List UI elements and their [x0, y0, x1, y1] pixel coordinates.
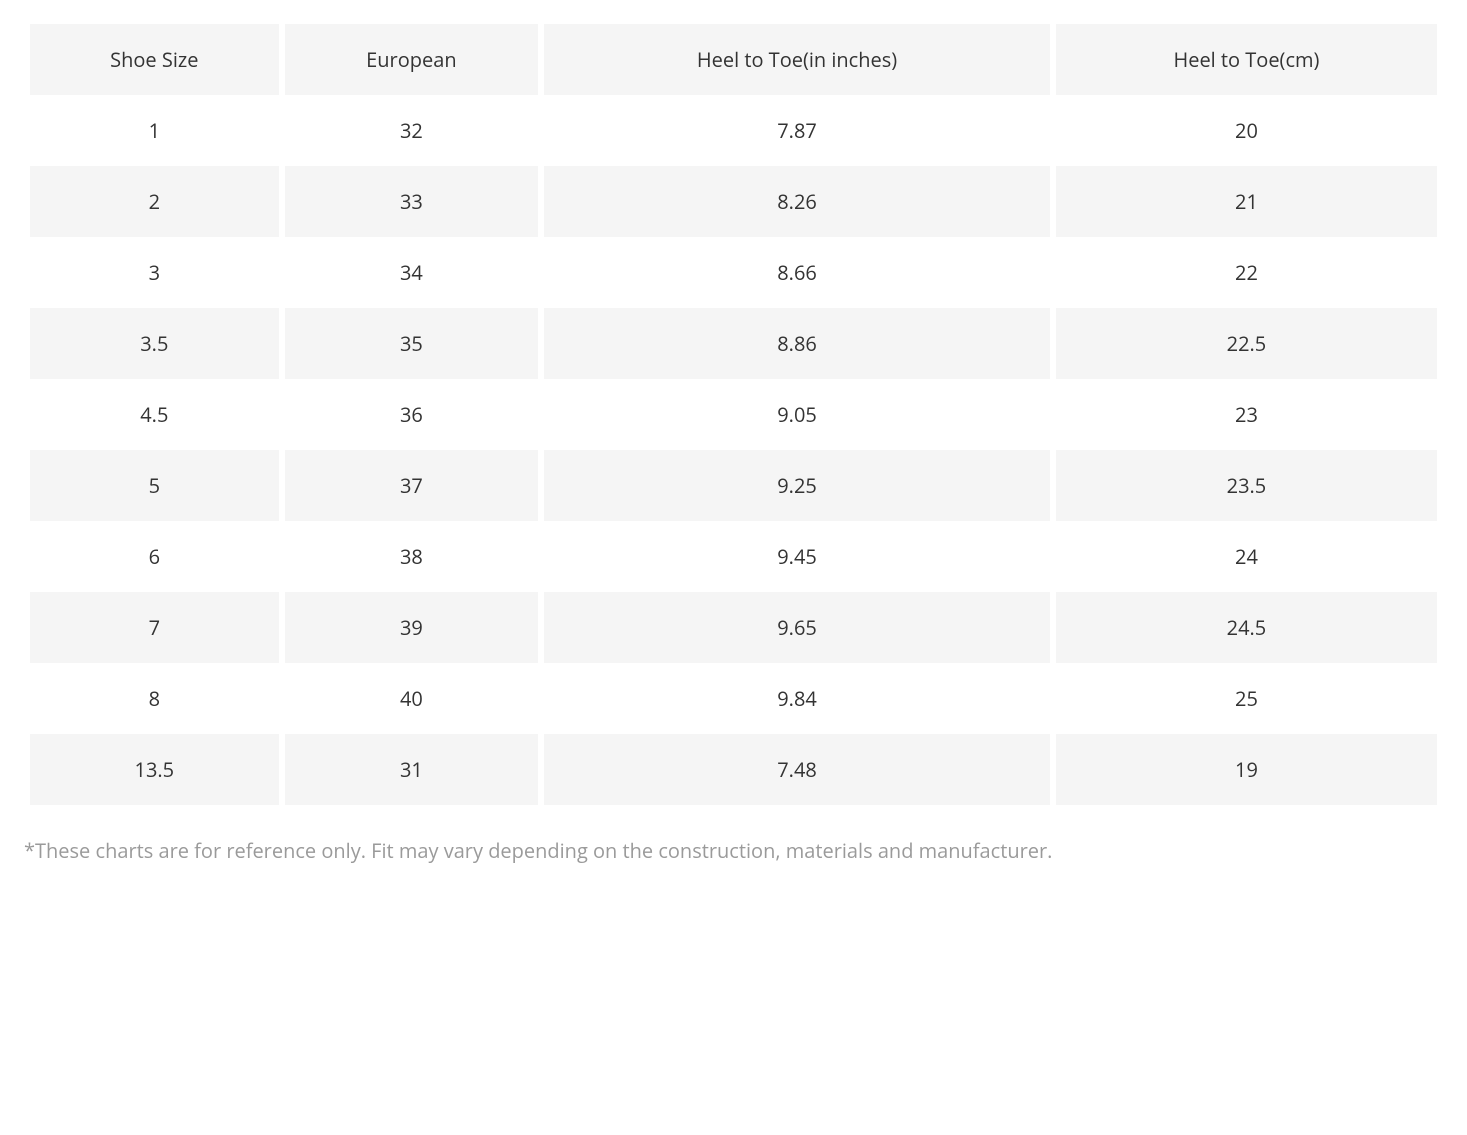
cell: 25 — [1056, 663, 1437, 734]
cell: 24.5 — [1056, 592, 1437, 663]
cell: 37 — [285, 450, 539, 521]
cell: 38 — [285, 521, 539, 592]
table-row: 3.5 35 8.86 22.5 — [30, 308, 1437, 379]
cell: 32 — [285, 95, 539, 166]
cell: 22.5 — [1056, 308, 1437, 379]
cell: 7.48 — [544, 734, 1050, 805]
cell: 33 — [285, 166, 539, 237]
cell: 22 — [1056, 237, 1437, 308]
table-header-row: Shoe Size European Heel to Toe(in inches… — [30, 24, 1437, 95]
size-chart-table: Shoe Size European Heel to Toe(in inches… — [24, 24, 1443, 805]
cell: 9.84 — [544, 663, 1050, 734]
table-row: 3 34 8.66 22 — [30, 237, 1437, 308]
cell: 35 — [285, 308, 539, 379]
cell: 23 — [1056, 379, 1437, 450]
cell: 9.45 — [544, 521, 1050, 592]
cell: 19 — [1056, 734, 1437, 805]
cell: 31 — [285, 734, 539, 805]
cell: 2 — [30, 166, 279, 237]
table-row: 8 40 9.84 25 — [30, 663, 1437, 734]
table-row: 1 32 7.87 20 — [30, 95, 1437, 166]
cell: 39 — [285, 592, 539, 663]
table-row: 2 33 8.26 21 — [30, 166, 1437, 237]
col-header-european: European — [285, 24, 539, 95]
table-row: 7 39 9.65 24.5 — [30, 592, 1437, 663]
cell: 4.5 — [30, 379, 279, 450]
cell: 40 — [285, 663, 539, 734]
cell: 36 — [285, 379, 539, 450]
footnote-text: *These charts are for reference only. Fi… — [24, 837, 1443, 864]
cell: 9.05 — [544, 379, 1050, 450]
cell: 6 — [30, 521, 279, 592]
table-row: 5 37 9.25 23.5 — [30, 450, 1437, 521]
cell: 7 — [30, 592, 279, 663]
cell: 5 — [30, 450, 279, 521]
cell: 1 — [30, 95, 279, 166]
cell: 8.26 — [544, 166, 1050, 237]
cell: 3.5 — [30, 308, 279, 379]
cell: 24 — [1056, 521, 1437, 592]
cell: 21 — [1056, 166, 1437, 237]
table-row: 6 38 9.45 24 — [30, 521, 1437, 592]
col-header-heel-toe-inches: Heel to Toe(in inches) — [544, 24, 1050, 95]
table-header: Shoe Size European Heel to Toe(in inches… — [30, 24, 1437, 95]
col-header-heel-toe-cm: Heel to Toe(cm) — [1056, 24, 1437, 95]
table-body: 1 32 7.87 20 2 33 8.26 21 3 34 8.66 22 3… — [30, 95, 1437, 805]
cell: 8.86 — [544, 308, 1050, 379]
cell: 34 — [285, 237, 539, 308]
cell: 3 — [30, 237, 279, 308]
col-header-shoe-size: Shoe Size — [30, 24, 279, 95]
cell: 23.5 — [1056, 450, 1437, 521]
cell: 8.66 — [544, 237, 1050, 308]
cell: 8 — [30, 663, 279, 734]
cell: 9.25 — [544, 450, 1050, 521]
table-row: 4.5 36 9.05 23 — [30, 379, 1437, 450]
cell: 9.65 — [544, 592, 1050, 663]
table-row: 13.5 31 7.48 19 — [30, 734, 1437, 805]
cell: 20 — [1056, 95, 1437, 166]
cell: 7.87 — [544, 95, 1050, 166]
cell: 13.5 — [30, 734, 279, 805]
